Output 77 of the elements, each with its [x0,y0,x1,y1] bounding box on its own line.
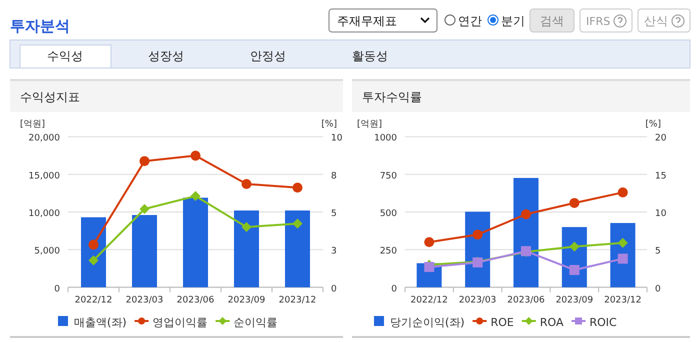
chart-title: 수익성지표 [20,90,80,104]
y2-tick-label: 8 [331,171,337,182]
y2-tick-label: 0 [331,284,337,294]
x-tick-label: 2023/03 [458,295,496,306]
text: 산식 [644,14,668,28]
y2-axis-title: [%] [321,120,337,130]
text: IFRS [586,15,610,28]
y2-tick-label: 5 [655,246,661,257]
y-tick-label: 10,000 [28,209,60,219]
y-tick-label: 250 [380,246,398,257]
y2-tick-label: 5 [331,209,337,219]
y2-tick-label: 0 [655,284,661,294]
chart-title: 투자수익률 [362,90,422,104]
x-tick-label: 2023/12 [604,295,642,306]
y-tick-label: 5,000 [34,246,60,257]
text: 수익성 [47,49,83,63]
x-tick-label: 2022/12 [410,295,448,306]
point [424,237,434,248]
y-tick-label: 20,000 [28,134,60,144]
y-tick-label: 0 [391,284,398,294]
y2-tick-label: 10 [331,134,343,144]
point [242,178,252,189]
point [618,187,628,198]
x-tick-label: 2023/03 [126,295,164,306]
point [569,198,580,208]
point [472,230,483,240]
y-tick-label: 0 [54,284,60,294]
x-tick-label: 2023/12 [278,295,316,306]
legend-label: ROA [540,316,564,329]
point [292,218,302,229]
point [569,264,580,275]
point [569,242,580,252]
legend-label: ROE [490,316,514,329]
x-tick-label: 2023/06 [176,295,214,306]
y-tick-label: 15,000 [28,171,60,182]
point [521,209,531,220]
text: 연간 [458,14,482,28]
y2-tick-label: 15 [655,171,666,182]
y-tick-label: 750 [380,171,398,182]
point [140,204,150,214]
x-tick-label: 2023/09 [228,295,266,306]
bar [234,210,259,288]
legend-label: 순이익률 [234,316,278,329]
y-tick-label: 1000 [374,134,398,144]
text: 성장성 [148,49,184,63]
bar [132,215,157,288]
text: 주재무제표 [337,14,397,28]
text: 투자분석 [10,17,70,35]
x-tick-label: 2022/12 [74,295,112,306]
y2-tick-label: 10 [655,209,667,219]
legend-label: 영업이익률 [152,316,208,329]
x-tick-label: 2023/09 [556,295,594,306]
y-axis-title: [억원] [20,120,46,130]
y-tick-label: 500 [380,209,398,219]
y2-axis-title: [%] [645,120,661,130]
text: 활동성 [352,49,388,63]
text: 안정성 [250,49,286,63]
y2-tick-label: 20 [655,134,667,144]
bar [285,210,310,288]
point [618,238,628,248]
text: 검색 [540,14,564,28]
x-tick-label: 2023/06 [507,295,545,306]
point [618,254,628,264]
point [88,240,98,250]
point [242,222,252,232]
point [140,156,150,166]
point [190,191,200,202]
y-axis-title: [억원] [357,120,382,130]
legend-label: ROIC [590,316,618,329]
point [292,182,302,193]
legend-label: 당기순이익(좌) [390,316,465,329]
point [190,150,200,161]
bar [183,198,208,288]
point [88,255,98,266]
legend-label: 매출액(좌) [74,316,127,329]
text: 분기 [501,14,525,28]
y2-tick-label: 3 [331,246,337,257]
